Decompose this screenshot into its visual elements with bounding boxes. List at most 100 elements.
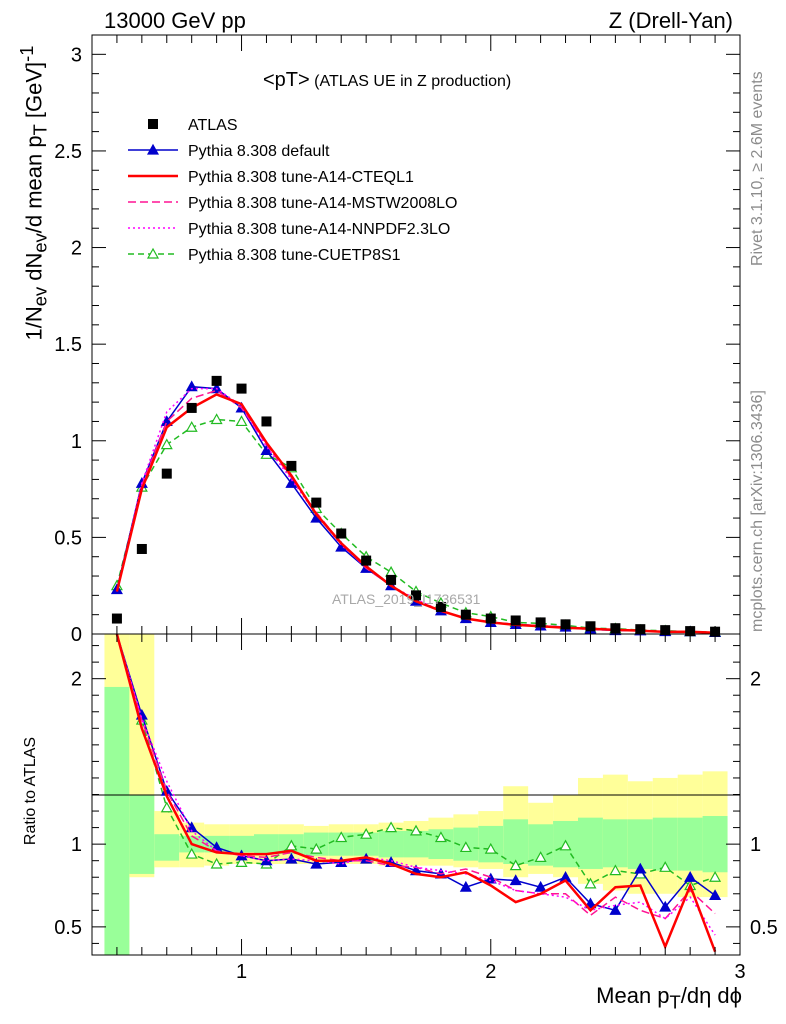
plot-title-main: <pT> (263, 69, 310, 91)
series-ratio-point (235, 856, 248, 867)
ratio-marks (115, 633, 722, 953)
series-ratio-point (484, 872, 497, 884)
plot-title: <pT> (ATLAS UE in Z production) (263, 69, 511, 91)
data-point (286, 460, 297, 471)
series-ratio-point (459, 841, 472, 853)
y-tick-label: 3 (71, 44, 82, 66)
inner-uncertainty-band (578, 817, 603, 869)
header-left: 13000 GeV pp (104, 8, 246, 33)
legend-label: Pythia 8.308 tune-CUETP8S1 (188, 247, 401, 264)
legend-marker (146, 143, 160, 155)
watermark: ATLAS_2019_I1736531 (332, 591, 481, 607)
data-point (236, 383, 247, 394)
data-point (336, 528, 347, 539)
inner-uncertainty-band (154, 834, 180, 861)
y-tick-label: 1 (71, 431, 82, 453)
series-ratio-point (310, 842, 323, 854)
series-point (160, 438, 173, 450)
inner-uncertainty-band (104, 686, 130, 955)
series-ratio-point (584, 877, 597, 889)
series-ratio-point (709, 889, 722, 901)
series-point (235, 415, 248, 427)
series-ratio-point (434, 831, 447, 843)
legend-label: Pythia 8.308 default (188, 143, 330, 160)
series-ratio-point (684, 870, 697, 882)
legend-data-marker (148, 119, 158, 129)
ratio-x-ticks (116, 634, 741, 955)
series-ratio-point (609, 904, 622, 915)
y-tick-label: 0 (71, 624, 82, 646)
header-right: Z (Drell-Yan) (609, 8, 733, 33)
series-point (210, 413, 223, 425)
series-ratio-point (210, 857, 223, 869)
series-ratio-point (360, 827, 373, 839)
series-point (285, 477, 298, 488)
ratio-y-tick-label-right: 2 (750, 669, 761, 691)
data-point (311, 497, 322, 508)
x-tick-label: 3 (734, 961, 745, 983)
legend-marker (146, 247, 160, 259)
series-ratio-point (459, 880, 472, 892)
ratio-y-tick-label: 0.5 (54, 917, 82, 939)
y-tick-label: 1.5 (54, 334, 82, 356)
series-ratio-point (659, 861, 672, 872)
legend-label: Pythia 8.308 tune-A14-NNPDF2.3LO (188, 221, 450, 238)
data-point (361, 555, 372, 566)
main-panel: 0 0.5 1 1.5 2 2.5 3 <pT> (ATLAS UE in Z produc… (54, 34, 741, 646)
x-tick-label: 2 (485, 961, 496, 983)
data-point (161, 468, 172, 479)
inner-uncertainty-band (378, 830, 404, 858)
inner-uncertainty-band (229, 835, 254, 853)
data-point (386, 574, 397, 585)
rivet-label: Rivet 3.1.10, ≥ 2.6M events (749, 71, 766, 266)
series-point (385, 565, 398, 577)
series-ratio-line (116, 633, 716, 936)
series-ratio-point (709, 870, 722, 882)
series-ratio-point (634, 862, 647, 874)
y-tick-label: 2 (71, 238, 82, 260)
data-point (136, 543, 147, 554)
inner-uncertainty-band (602, 819, 628, 868)
y-tick-label: 0.5 (54, 527, 82, 549)
data-point (261, 416, 272, 427)
series-ratio-point (659, 900, 672, 912)
series-ratio-line (115, 633, 717, 953)
legend-label: Pythia 8.308 tune-A14-MSTW2008LO (188, 195, 457, 212)
main-y-ticks: 0 0.5 1 1.5 2 2.5 3 (54, 44, 740, 646)
data-point (111, 613, 122, 624)
ratio-panel: 0.5 0.5 1 1 2 2 1 2 3 (54, 633, 778, 983)
series-ratio-point (509, 859, 522, 871)
series-ratio-point (484, 842, 497, 854)
series-ratio-point (310, 857, 323, 869)
series-ratio-point (385, 821, 398, 833)
ratio-y-axis-label: Ratio to ATLAS (22, 736, 39, 846)
series-ratio-point (160, 801, 173, 813)
series-point (260, 444, 273, 456)
mcplots-label: mcplots.cern.ch [arXiv:1306.3436] (749, 390, 766, 632)
x-axis-label: Mean pT/dη dϕ (596, 983, 742, 1013)
series-ratio-point (509, 874, 522, 886)
data-point (460, 609, 471, 620)
legend-label: ATLAS (188, 117, 238, 134)
series-point (160, 415, 173, 427)
inner-uncertainty-band (353, 832, 379, 856)
inner-uncertainty-band (677, 817, 703, 871)
y-tick-label: 2.5 (54, 141, 82, 163)
ratio-y-tick-label: 1 (71, 834, 82, 856)
inner-uncertainty-band (702, 816, 728, 873)
data-point (435, 601, 446, 612)
series-ratio-point (185, 847, 198, 859)
series-point (185, 421, 198, 432)
series-ratio-point (559, 839, 572, 851)
x-tick-labels: 1 2 3 (236, 961, 746, 983)
series-ratio-point (534, 880, 547, 892)
series-point (185, 380, 198, 392)
ratio-y-tick-label-right: 0.5 (750, 917, 778, 939)
series-ratio-point (534, 851, 547, 862)
inner-uncertainty-band (328, 832, 354, 856)
series-ratio-point (609, 864, 622, 876)
data-point (186, 402, 197, 413)
plot-title-sub: (ATLAS UE in Z production) (310, 73, 512, 90)
legend: ATLAS Pythia 8.308 default Pythia 8.308 tu… (128, 117, 457, 264)
